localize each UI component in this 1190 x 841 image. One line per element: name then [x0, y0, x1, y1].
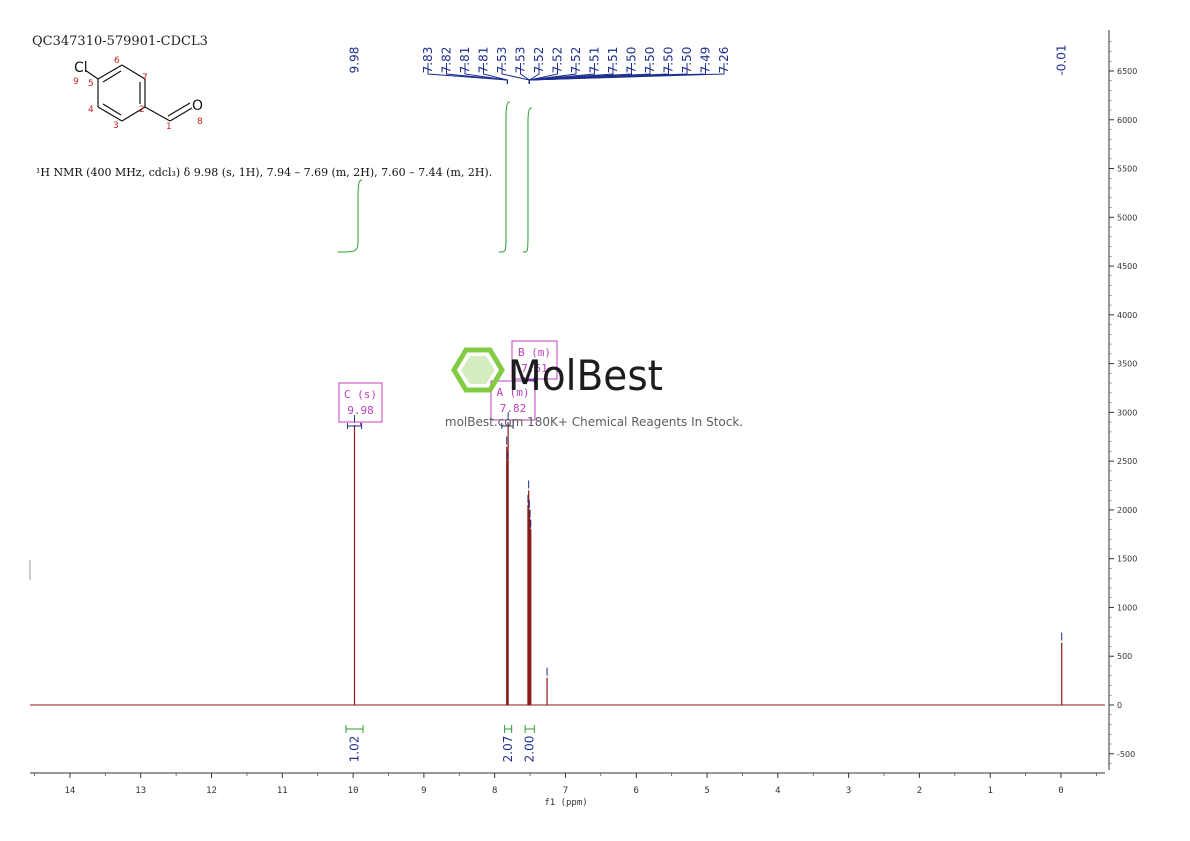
x-tick-label: 14: [65, 786, 76, 796]
atom-number-2: 2: [139, 105, 145, 115]
atom-number-1: 1: [166, 122, 172, 132]
peak-label: 7.82: [440, 47, 454, 74]
x-tick-label: 1: [987, 786, 992, 796]
spectrum-peaks: [353, 412, 1063, 705]
y-tick-label: 500: [1117, 652, 1132, 661]
y-tick-label: 3000: [1117, 408, 1137, 417]
y-tick-label: 5500: [1117, 165, 1137, 174]
peak-label: 7.49: [699, 47, 713, 74]
watermark-tagline: molBest.com 180K+ Chemical Reagents In S…: [445, 415, 743, 429]
y-tick-label: 2500: [1117, 457, 1137, 466]
y-tick-label: 1000: [1117, 603, 1137, 612]
y-axis: -500 0 500 1000 1500 2000 2500 3000 3500 4000 4500…: [1108, 30, 1137, 770]
peak-label: 7.52: [569, 47, 583, 74]
x-axis-label: f1 (ppm): [544, 798, 587, 808]
integral-value: 2.00: [523, 736, 537, 763]
atom-number-3: 3: [113, 121, 119, 131]
y-tick-label: -500: [1117, 750, 1135, 759]
x-tick-label: 6: [634, 786, 639, 796]
y-tick-label: 1500: [1117, 555, 1137, 564]
y-tick-label: 3500: [1117, 360, 1137, 369]
peak-label: 7.52: [551, 47, 565, 74]
integrals: 1.02 2.07 2.00: [345, 725, 537, 763]
peak-label: 7.26: [717, 47, 731, 74]
atom-number-5: 5: [88, 79, 94, 89]
integral-value: 1.02: [348, 736, 362, 763]
x-tick-label: 2: [917, 786, 922, 796]
x-tick-label: 9: [421, 786, 426, 796]
y-tick-label: 4000: [1117, 311, 1137, 320]
x-tick-label: 4: [775, 786, 780, 796]
nmr-description: ¹H NMR (400 MHz, cdcl₃) δ 9.98 (s, 1H), …: [36, 166, 492, 179]
peak-label: 7.51: [588, 47, 602, 74]
y-tick-label: 2000: [1117, 506, 1137, 515]
x-tick-label: 7: [563, 786, 568, 796]
watermark-brand: MolBest: [508, 351, 663, 400]
atom-number-6: 6: [114, 56, 120, 66]
y-tick-label: 6500: [1117, 67, 1137, 76]
peak-label: 7.83: [421, 47, 435, 74]
integral-curve: [337, 179, 363, 253]
atom-cl: Cl: [74, 60, 88, 76]
x-tick-label: 3: [846, 786, 851, 796]
x-axis: 14 13 12 11 10 9 8 7 6 5 4 3 2 1 0 f1 (ppm): [30, 772, 1105, 808]
y-tick-label: 4500: [1117, 262, 1137, 271]
peak-label: 7.50: [680, 47, 694, 74]
atom-number-4: 4: [88, 105, 94, 115]
integral-curve: [498, 101, 511, 253]
x-tick-label: 0: [1058, 786, 1063, 796]
logo-icon: [451, 347, 505, 393]
peak-label: 7.51: [606, 47, 620, 74]
multiplet-value: 9.98: [347, 404, 374, 417]
multiplet-label: A (m): [496, 386, 529, 399]
x-tick-label: 11: [277, 786, 288, 796]
peak-label: 7.81: [458, 47, 472, 74]
multiplet-label: B (m): [518, 346, 551, 359]
multiplet-annotations: C (s) 9.98 A (m) 7.82 B (m) 7.51: [338, 340, 558, 429]
x-tick-label: 10: [348, 786, 359, 796]
integral-value: 2.07: [501, 736, 515, 763]
x-tick-label: 13: [135, 786, 146, 796]
x-tick-label: 8: [492, 786, 497, 796]
peak-label-leader: [528, 63, 725, 84]
peak-label: 7.53: [495, 47, 509, 74]
atom-o: O: [192, 98, 203, 114]
multiplet-value: 7.82: [500, 402, 527, 415]
peak-label: 7.50: [662, 47, 676, 74]
peak-label-leader: [483, 63, 508, 84]
atom-number-7: 7: [142, 73, 148, 83]
peak-label: 7.50: [625, 47, 639, 74]
multiplet-label: C (s): [344, 388, 377, 401]
peak-label: 9.98: [348, 47, 362, 74]
atom-number-9: 9: [73, 77, 79, 87]
y-tick-label: 6000: [1117, 116, 1137, 125]
watermark: MolBest molBest.com 180K+ Chemical Reage…: [445, 347, 743, 429]
y-tick-label: 0: [1117, 701, 1122, 710]
peak-labels: 9.98 7.83 7.82 7.81 7.81 7.53 7.53 7.52 7.52 7.52…: [348, 44, 1069, 84]
x-tick-label: 5: [704, 786, 709, 796]
sample-id: QC347310-579901-CDCL3: [32, 34, 208, 49]
peak-label: 7.52: [532, 47, 546, 74]
peak-label: 7.81: [477, 47, 491, 74]
peak-label: -0.01: [1055, 44, 1069, 75]
integral-curves: [337, 101, 532, 253]
peak-label: 7.50: [643, 47, 657, 74]
peak-label: 7.53: [514, 47, 528, 74]
multiplet-value: 7.51: [521, 362, 548, 375]
integral-curve: [522, 107, 532, 253]
structure-drawing: Cl O 1 2 3 4 5 6 7 8 9: [73, 56, 203, 132]
y-tick-label: 5000: [1117, 213, 1137, 222]
x-tick-label: 12: [206, 786, 217, 796]
atom-number-8: 8: [197, 117, 203, 127]
